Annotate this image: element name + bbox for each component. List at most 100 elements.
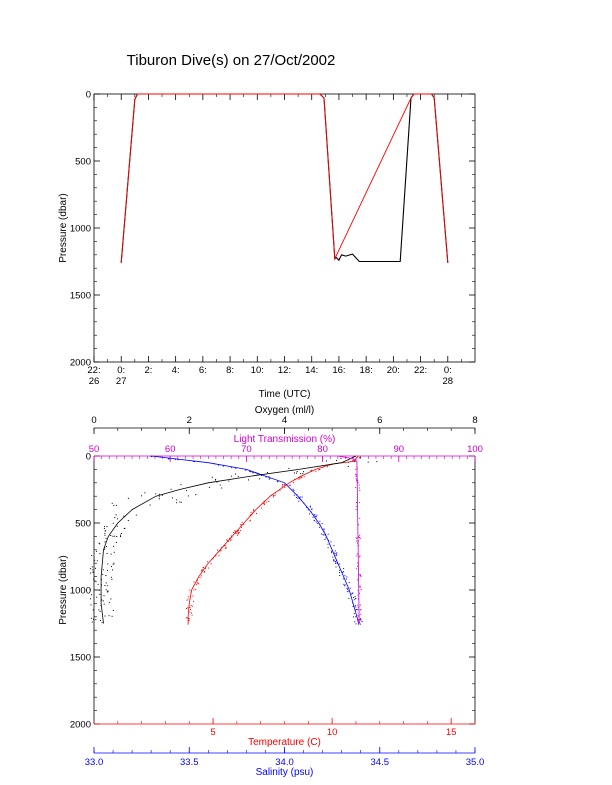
salinity-point: [352, 606, 354, 607]
light-point: [359, 556, 361, 558]
oxygen-point: [326, 460, 327, 462]
light-tick-label: 80: [317, 444, 328, 455]
temperature-point: [250, 511, 252, 513]
temperature-point: [300, 475, 302, 477]
salinity-point: [319, 520, 321, 522]
salinity-point: [295, 497, 297, 498]
temperature-point: [198, 583, 200, 585]
salinity-point: [315, 516, 317, 518]
light-point: [357, 590, 359, 592]
light-tick-label: 50: [89, 444, 100, 455]
temperature-point: [289, 484, 291, 486]
temperature-point: [275, 492, 276, 494]
oxygen-point: [347, 466, 349, 467]
light-point: [357, 542, 358, 544]
oxygen-point: [106, 546, 107, 547]
temperature-point: [188, 618, 190, 619]
oxygen-point: [179, 501, 181, 503]
oxygen-point: [90, 594, 92, 596]
salinity-point: [309, 505, 311, 507]
light-point: [355, 476, 357, 477]
temperature-point: [283, 484, 285, 486]
salinity-point: [313, 519, 315, 521]
temperature-point: [261, 507, 262, 509]
salinity-point: [324, 539, 326, 540]
x-tick-label: 22:: [87, 365, 100, 376]
x-axis-label: Time (UTC): [259, 389, 311, 400]
temperature-point: [226, 539, 228, 541]
temperature-point: [356, 457, 358, 459]
temperature-axis-label: Temperature (C): [248, 737, 321, 748]
oxygen-point: [267, 472, 268, 473]
temperature-point: [188, 596, 190, 598]
oxygen-point: [211, 476, 213, 478]
oxygen-point: [158, 493, 160, 495]
salinity-point: [311, 508, 313, 510]
temperature-point: [218, 555, 220, 557]
x-tick-label: 18:: [360, 365, 373, 376]
salinity-point: [346, 591, 348, 593]
series-line-black: [120, 93, 449, 263]
oxygen-point: [95, 581, 97, 583]
salinity-point: [343, 583, 345, 585]
oxygen-point: [288, 467, 290, 469]
salinity-point: [306, 506, 308, 508]
salinity-point: [325, 533, 326, 535]
salinity-point: [174, 459, 176, 461]
temperature-point: [233, 532, 235, 533]
light-point: [359, 592, 360, 594]
x-tick-label: 26: [89, 376, 100, 387]
salinity-point: [335, 561, 336, 563]
oxygen-point: [103, 595, 105, 597]
x-tick-label: 2:: [144, 365, 152, 376]
temperature-point: [243, 523, 245, 525]
salinity-point: [333, 559, 335, 561]
temperature-point: [327, 466, 328, 468]
salinity-point: [342, 578, 344, 580]
temperature-point: [311, 470, 312, 472]
light-point: [355, 486, 357, 488]
oxygen-point: [102, 600, 104, 602]
light-point: [355, 478, 357, 480]
light-point: [359, 604, 361, 606]
temperature-point: [211, 559, 213, 560]
oxygen-point: [144, 492, 146, 494]
oxygen-point: [219, 484, 221, 486]
salinity-point: [310, 506, 311, 508]
oxygen-point: [102, 574, 104, 575]
temperature-point: [249, 519, 251, 521]
salinity-point: [355, 623, 357, 625]
oxygen-point: [106, 526, 108, 528]
oxygen-point: [104, 532, 106, 534]
salinity-point: [325, 535, 327, 537]
oxygen-point: [105, 537, 107, 539]
salinity-tick-label: 33.5: [180, 757, 199, 768]
salinity-point: [246, 469, 248, 471]
x-tick-label: 10:: [251, 365, 264, 376]
light-profile: [337, 455, 362, 625]
oxygen-point: [108, 615, 110, 617]
light-tick-label: 70: [241, 444, 252, 455]
salinity-point: [361, 621, 363, 622]
x-tick-label: 22:: [414, 365, 427, 376]
oxygen-point: [113, 545, 115, 547]
oxygen-point: [300, 473, 302, 474]
salinity-point: [297, 497, 299, 499]
oxygen-point: [231, 475, 233, 477]
y-tick-label: 0: [86, 452, 91, 463]
salinity-tick-label: 33.0: [85, 757, 104, 768]
temperature-point: [189, 607, 191, 608]
temperature-point: [231, 535, 232, 537]
chart-title: Tiburon Dive(s) on 27/Oct/2002: [127, 52, 336, 69]
temperature-point: [237, 534, 238, 536]
oxygen-point: [104, 547, 106, 549]
oxygen-point: [111, 566, 112, 568]
oxygen-point: [228, 480, 230, 482]
oxygen-point: [103, 603, 105, 605]
oxygen-point: [101, 622, 103, 624]
light-point: [355, 468, 357, 470]
light-point: [360, 575, 361, 577]
y-tick-label: 2000: [70, 720, 91, 731]
salinity-point: [293, 494, 295, 496]
